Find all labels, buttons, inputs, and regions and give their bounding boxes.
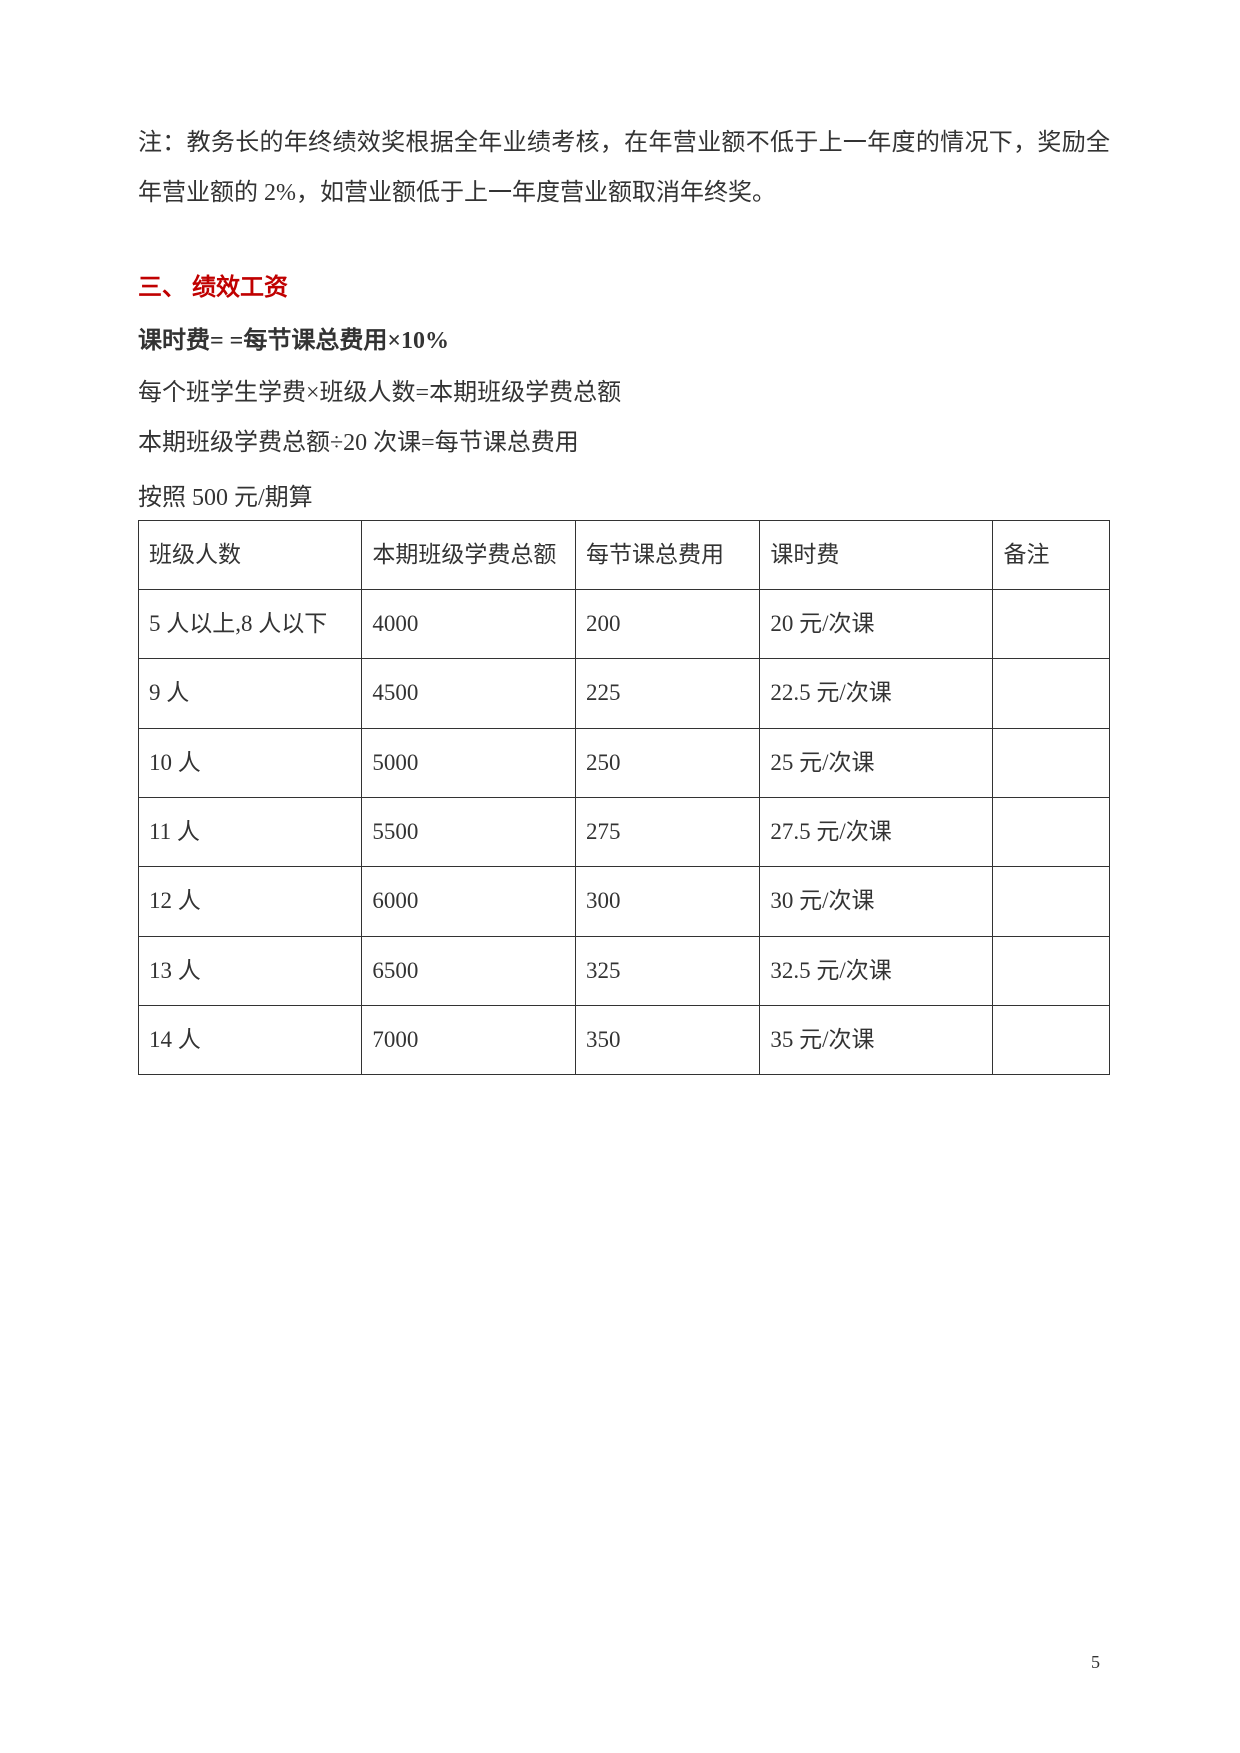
formula-line-1: 每个班学生学费×班级人数=本期班级学费总额	[138, 369, 1110, 417]
table-cell	[993, 936, 1110, 1005]
table-cell: 325	[575, 936, 759, 1005]
table-cell: 6000	[362, 867, 576, 936]
table-header-cell: 备注	[993, 520, 1110, 589]
table-cell: 350	[575, 1005, 759, 1074]
table-row: 13 人 6500 325 32.5 元/次课	[139, 936, 1110, 1005]
section-heading: 三、 绩效工资	[138, 267, 1110, 302]
table-cell	[993, 1005, 1110, 1074]
table-cell: 11 人	[139, 797, 362, 866]
table-cell: 4000	[362, 590, 576, 659]
table-cell: 7000	[362, 1005, 576, 1074]
table-cell	[993, 590, 1110, 659]
salary-table: 班级人数 本期班级学费总额 每节课总费用 课时费 备注 5 人以上,8 人以下 …	[138, 520, 1110, 1075]
table-row: 10 人 5000 250 25 元/次课	[139, 728, 1110, 797]
table-cell: 10 人	[139, 728, 362, 797]
table-cell: 5000	[362, 728, 576, 797]
page-number: 5	[1091, 1652, 1100, 1673]
table-cell: 14 人	[139, 1005, 362, 1074]
table-cell	[993, 659, 1110, 728]
table-cell: 30 元/次课	[760, 867, 993, 936]
table-row: 12 人 6000 300 30 元/次课	[139, 867, 1110, 936]
table-header-cell: 每节课总费用	[575, 520, 759, 589]
table-cell: 25 元/次课	[760, 728, 993, 797]
table-cell: 225	[575, 659, 759, 728]
table-cell: 5500	[362, 797, 576, 866]
table-cell: 13 人	[139, 936, 362, 1005]
table-cell: 9 人	[139, 659, 362, 728]
table-intro: 按照 500 元/期算	[138, 477, 1110, 512]
formula-line-2: 本期班级学费总额÷20 次课=每节课总费用	[138, 419, 1110, 467]
table-cell: 275	[575, 797, 759, 866]
table-cell: 32.5 元/次课	[760, 936, 993, 1005]
table-cell: 250	[575, 728, 759, 797]
table-header-row: 班级人数 本期班级学费总额 每节课总费用 课时费 备注	[139, 520, 1110, 589]
table-cell: 22.5 元/次课	[760, 659, 993, 728]
table-header-cell: 班级人数	[139, 520, 362, 589]
table-cell: 4500	[362, 659, 576, 728]
table-row: 11 人 5500 275 27.5 元/次课	[139, 797, 1110, 866]
table-row: 5 人以上,8 人以下 4000 200 20 元/次课	[139, 590, 1110, 659]
table-cell	[993, 728, 1110, 797]
table-cell	[993, 867, 1110, 936]
table-row: 9 人 4500 225 22.5 元/次课	[139, 659, 1110, 728]
table-row: 14 人 7000 350 35 元/次课	[139, 1005, 1110, 1074]
table-cell: 5 人以上,8 人以下	[139, 590, 362, 659]
note-paragraph: 注：教务长的年终绩效奖根据全年业绩考核，在年营业额不低于上一年度的情况下，奖励全…	[138, 118, 1110, 219]
table-cell: 20 元/次课	[760, 590, 993, 659]
table-header-cell: 本期班级学费总额	[362, 520, 576, 589]
table-cell: 12 人	[139, 867, 362, 936]
table-cell	[993, 797, 1110, 866]
table-cell: 6500	[362, 936, 576, 1005]
table-header-cell: 课时费	[760, 520, 993, 589]
formula-heading: 课时费= =每节课总费用×10%	[138, 320, 1110, 355]
table-cell: 27.5 元/次课	[760, 797, 993, 866]
table-cell: 35 元/次课	[760, 1005, 993, 1074]
table-cell: 200	[575, 590, 759, 659]
table-cell: 300	[575, 867, 759, 936]
